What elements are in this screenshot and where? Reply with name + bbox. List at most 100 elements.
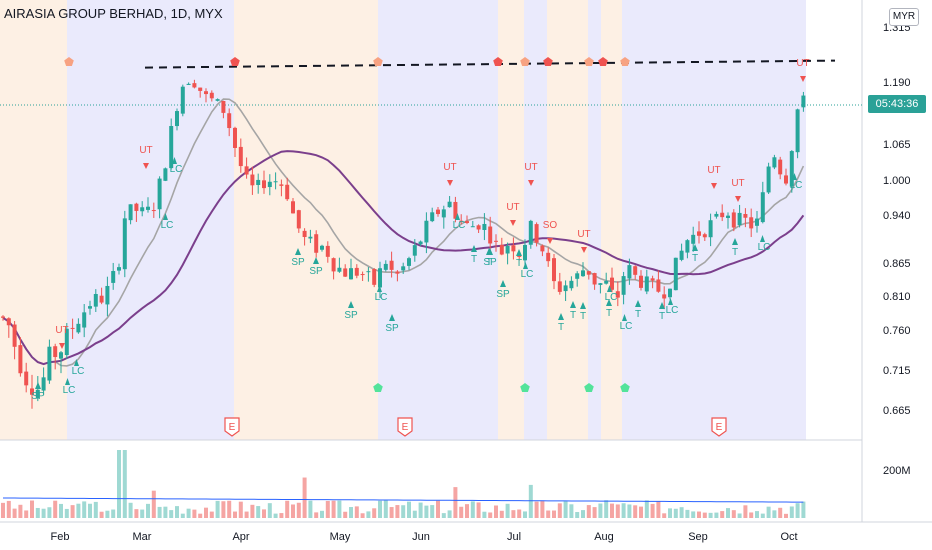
volume-bar: [360, 513, 365, 518]
volume-bar: [494, 505, 498, 518]
candle: [198, 87, 203, 98]
x-tick-label: Aug: [594, 531, 614, 543]
volume-bar: [99, 511, 104, 518]
session-band: [234, 0, 378, 440]
earnings-icon[interactable]: E: [711, 417, 727, 437]
volume-bar: [302, 477, 307, 518]
session-band: [0, 0, 67, 440]
candle: [621, 271, 626, 305]
candle: [743, 208, 748, 228]
volume-bar: [82, 501, 87, 518]
volume-bar: [383, 500, 388, 518]
lc-signal-label: LC: [72, 366, 85, 377]
candle: [180, 84, 185, 117]
up-arrow-icon: [348, 301, 354, 308]
candle: [209, 90, 214, 102]
candle: [430, 207, 435, 223]
candle: [673, 257, 678, 291]
candle: [418, 240, 423, 246]
up-arrow-icon: [389, 314, 395, 321]
candle: [581, 262, 585, 277]
volume-bar: [604, 500, 609, 518]
candle: [424, 212, 429, 254]
candle: [737, 204, 742, 228]
volume-bar: [250, 504, 255, 518]
volume-bar: [204, 507, 208, 518]
volume-bar: [244, 511, 249, 518]
candle: [215, 98, 220, 102]
candle: [395, 270, 400, 282]
volume-bar: [59, 503, 63, 518]
up-arrow-icon: [558, 313, 564, 320]
candle: [499, 237, 504, 256]
volume-bar: [349, 507, 353, 518]
candle: [441, 205, 446, 229]
t-signal-label: T: [635, 309, 641, 320]
t-signal-label: T: [471, 254, 477, 265]
candle: [511, 237, 516, 260]
candle: [291, 197, 295, 214]
volume-bar: [209, 511, 214, 518]
volume-bar: [233, 511, 237, 518]
ut-signal-label: UT: [707, 165, 720, 176]
candle: [714, 211, 719, 219]
volume-bar: [366, 511, 371, 518]
down-arrow-icon: [711, 183, 717, 189]
candle: [633, 265, 638, 280]
down-arrow-icon: [547, 238, 553, 244]
earnings-icon[interactable]: E: [224, 417, 240, 437]
volume-bar: [685, 509, 690, 518]
candle: [285, 177, 290, 201]
volume-bar: [465, 504, 469, 518]
candle: [122, 210, 127, 278]
candle: [615, 281, 620, 307]
candle: [151, 202, 156, 218]
candle: [639, 270, 643, 291]
volume-bar: [784, 513, 788, 518]
so-signal-label: SO: [543, 220, 558, 231]
volume-bar: [517, 509, 522, 518]
up-arrow-icon: [606, 299, 612, 306]
candle: [308, 229, 313, 244]
volume-bar: [111, 509, 116, 518]
candle: [557, 272, 562, 295]
volume-bar: [546, 510, 551, 518]
volume-bar: [354, 506, 359, 518]
volume-bar: [279, 513, 284, 518]
candle: [778, 156, 783, 180]
volume-bar: [53, 500, 58, 518]
volume-bar: [447, 510, 452, 518]
candle: [105, 276, 110, 317]
candle: [401, 262, 406, 274]
candle: [650, 275, 655, 289]
candle: [378, 261, 382, 299]
volume-bar: [273, 513, 278, 518]
ut-signal-label: UT: [139, 145, 152, 156]
volume-bar: [30, 500, 34, 518]
candle: [221, 100, 226, 119]
up-arrow-icon: [570, 301, 576, 308]
volume-axis-label: 200M: [883, 465, 911, 477]
volume-bar: [175, 506, 179, 518]
candle: [99, 287, 104, 305]
signal-pentagon-icon: [493, 57, 503, 66]
candle: [749, 208, 754, 238]
up-arrow-icon: [163, 213, 168, 220]
candle: [563, 280, 568, 302]
volume-bar: [436, 500, 440, 518]
volume-bar: [534, 501, 539, 518]
candle: [697, 221, 701, 244]
buy-pentagon-icon: [373, 383, 383, 392]
volume-bar: [70, 505, 75, 518]
candle: [731, 209, 736, 232]
volume-bar: [737, 513, 742, 518]
up-arrow-icon: [471, 245, 477, 252]
candle: [59, 350, 63, 374]
earnings-icon[interactable]: E: [397, 417, 413, 437]
ma-slow-line: [2, 150, 805, 366]
buy-pentagon-icon: [584, 383, 594, 392]
up-arrow-icon: [295, 248, 301, 255]
currency-badge[interactable]: MYR: [889, 8, 919, 26]
